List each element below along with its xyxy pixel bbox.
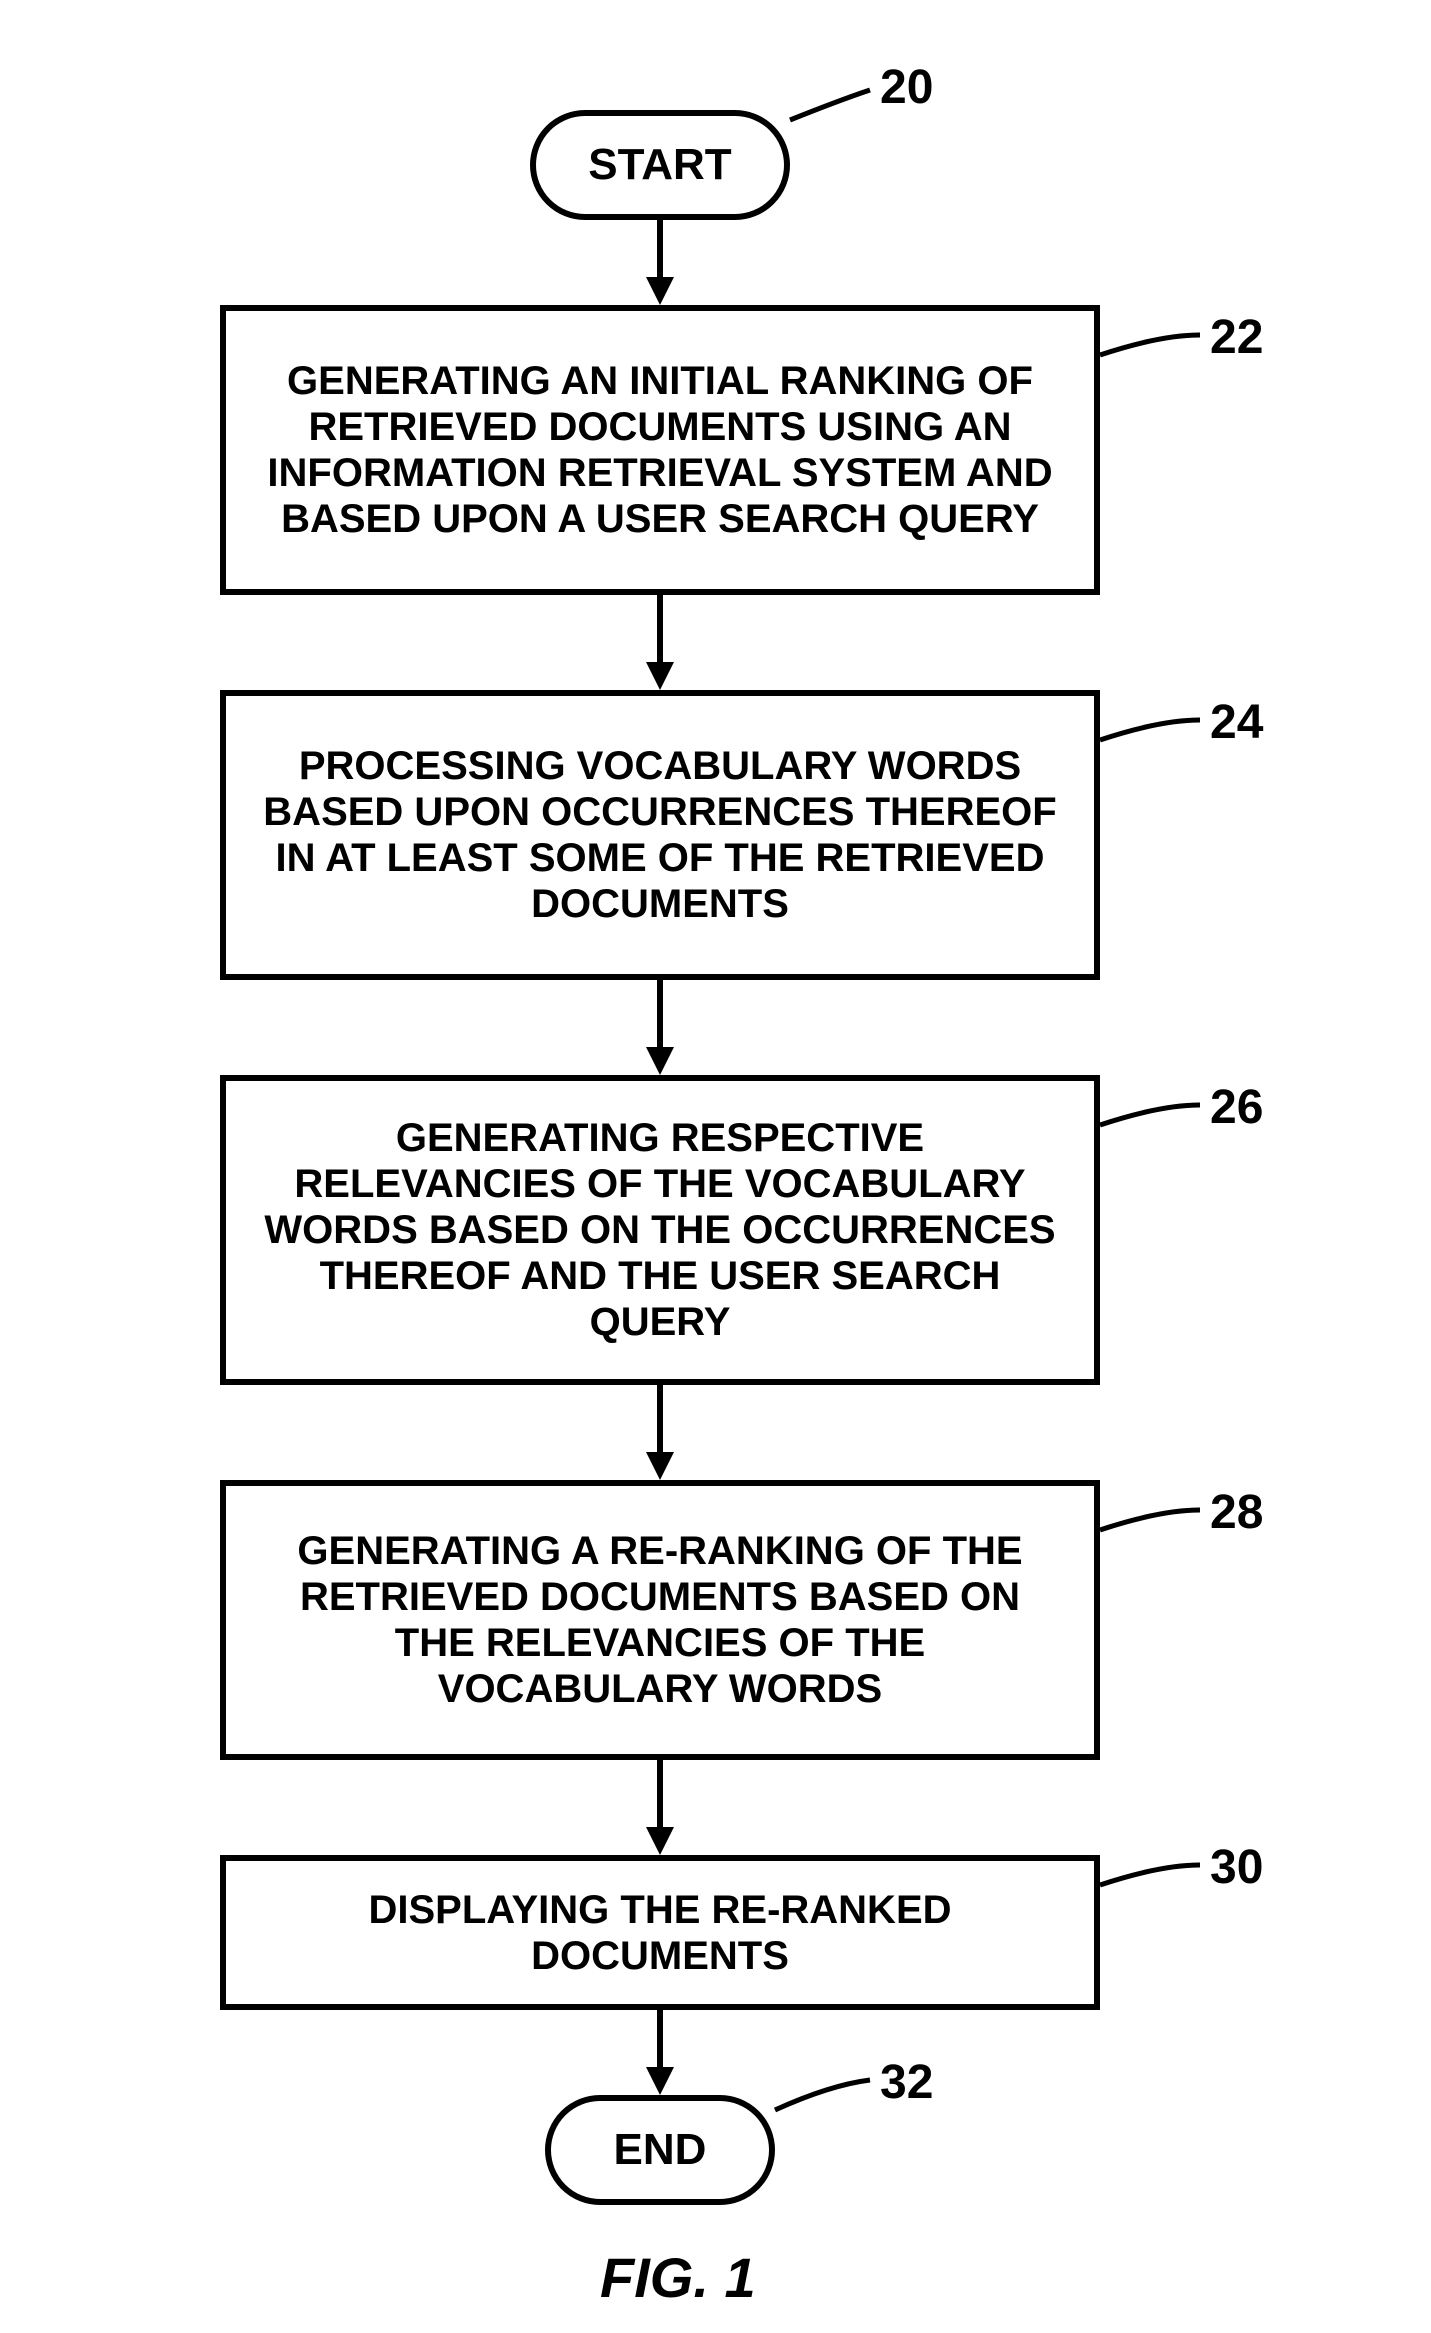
flow-node-text: END: [614, 2125, 707, 2175]
flow-node-text: DISPLAYING THE RE-RANKED DOCUMENTS: [256, 1887, 1064, 1979]
flow-arrow-0: [640, 220, 680, 305]
leader-line-6: [770, 2075, 875, 2115]
flow-label-step24: 24: [1210, 695, 1263, 750]
flow-node-step24: PROCESSING VOCABULARY WORDS BASED UPON O…: [220, 690, 1100, 980]
flow-label-step26: 26: [1210, 1080, 1263, 1135]
flow-node-step22: GENERATING AN INITIAL RANKING OF RETRIEV…: [220, 305, 1100, 595]
flow-node-text: GENERATING A RE-RANKING OF THE RETRIEVED…: [256, 1528, 1064, 1712]
flow-label-end: 32: [880, 2055, 933, 2110]
leader-line-3: [1095, 1100, 1205, 1130]
flow-node-end: END: [545, 2095, 775, 2205]
flow-label-step28: 28: [1210, 1485, 1263, 1540]
flow-node-text: GENERATING RESPECTIVE RELEVANCIES OF THE…: [256, 1115, 1064, 1345]
flow-node-start: START: [530, 110, 790, 220]
flow-arrow-3: [640, 1385, 680, 1480]
leader-line-0: [785, 85, 875, 125]
leader-line-1: [1095, 330, 1205, 360]
leader-line-5: [1095, 1860, 1205, 1890]
flow-node-text: PROCESSING VOCABULARY WORDS BASED UPON O…: [256, 743, 1064, 927]
flow-label-step30: 30: [1210, 1840, 1263, 1895]
flow-arrow-1: [640, 595, 680, 690]
figure-caption: FIG. 1: [600, 2245, 756, 2310]
flow-label-start: 20: [880, 60, 933, 115]
flow-node-step26: GENERATING RESPECTIVE RELEVANCIES OF THE…: [220, 1075, 1100, 1385]
flow-node-text: GENERATING AN INITIAL RANKING OF RETRIEV…: [256, 358, 1064, 542]
flow-arrow-2: [640, 980, 680, 1075]
leader-line-4: [1095, 1505, 1205, 1535]
flow-arrow-4: [640, 1760, 680, 1855]
flow-node-text: START: [588, 140, 731, 190]
flow-node-step30: DISPLAYING THE RE-RANKED DOCUMENTS: [220, 1855, 1100, 2010]
flowchart-canvas: START 20 GENERATING AN INITIAL RANKING OF …: [0, 0, 1431, 2333]
flow-label-step22: 22: [1210, 310, 1263, 365]
flow-node-step28: GENERATING A RE-RANKING OF THE RETRIEVED…: [220, 1480, 1100, 1760]
flow-arrow-5: [640, 2010, 680, 2095]
leader-line-2: [1095, 715, 1205, 745]
